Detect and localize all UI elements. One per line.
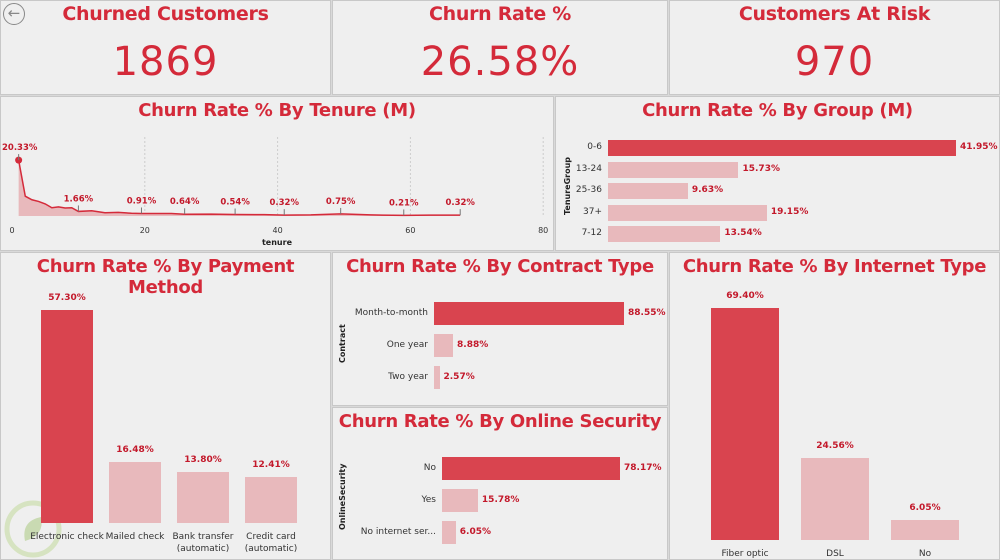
x-tick-label: 40	[273, 226, 283, 235]
category-label: Month-to-month	[354, 307, 428, 318]
category-label: No	[423, 462, 436, 473]
bar[interactable]	[434, 366, 440, 389]
bar[interactable]	[442, 457, 620, 480]
chart-title: Churn Rate % By Online Security	[338, 411, 662, 432]
category-label: Bank transfer (automatic)	[172, 532, 234, 554]
kpi-title: Churned Customers	[62, 3, 269, 25]
data-label: 78.17%	[624, 462, 662, 473]
data-label: 0.64%	[170, 197, 200, 207]
data-label: 1.66%	[64, 194, 94, 204]
data-label: 0.32%	[445, 198, 475, 208]
data-label: 57.30%	[48, 293, 86, 303]
data-label: 24.56%	[816, 440, 854, 451]
data-label: 0.21%	[389, 198, 419, 208]
x-tick-label: 60	[405, 226, 415, 235]
bar[interactable]	[434, 334, 454, 357]
x-axis-label: tenure	[262, 238, 293, 247]
x-tick-label: 20	[140, 226, 150, 235]
kpi-value: 970	[794, 39, 875, 85]
payment-chart-panel: Churn Rate % By Payment Method 57.30% Ele…	[0, 252, 331, 560]
category-label: One year	[386, 339, 428, 350]
contract-chart-panel: Churn Rate % By Contract Type Contract M…	[332, 252, 668, 406]
data-label: 16.48%	[116, 444, 154, 455]
data-label: 12.41%	[252, 459, 290, 470]
data-label: 13.54%	[724, 228, 762, 238]
tenure-area-chart: 0 20 40 60 80 tenure 20.33% 1.66% 0.91% 0.64% 0.54…	[2, 137, 548, 247]
bar[interactable]	[177, 471, 229, 523]
data-label: 15.73%	[742, 163, 780, 174]
bar[interactable]	[608, 204, 767, 221]
category-label: 25-36	[575, 185, 602, 195]
kpi-churned-customers: Churned Customers 1869 ←	[0, 0, 331, 95]
category-label: 0-6	[587, 142, 602, 152]
bar[interactable]	[434, 302, 624, 325]
bar[interactable]	[891, 519, 959, 540]
bar[interactable]	[608, 140, 956, 156]
security-chart-panel: Churn Rate % By Online Security OnlineSe…	[332, 407, 668, 560]
data-label: 69.40%	[726, 291, 764, 301]
bar[interactable]	[109, 461, 161, 523]
bar[interactable]	[442, 521, 456, 544]
data-label: 15.78%	[481, 494, 520, 505]
data-label: 41.95%	[960, 142, 998, 152]
area-fill	[18, 160, 461, 216]
kpi-value: 1869	[112, 39, 219, 85]
chart-title: Churn Rate % By Group (M)	[642, 100, 913, 121]
bar[interactable]	[245, 476, 297, 523]
category-label: Fiber optic	[721, 549, 769, 559]
data-label: 6.05%	[459, 526, 491, 537]
data-label: 6.05%	[909, 502, 941, 513]
tenure-chart-panel: Churn Rate % By Tenure (M) 0 20 40 60 80 tenu…	[0, 96, 554, 251]
data-label: 0.75%	[326, 197, 356, 207]
category-label: 37+	[583, 206, 602, 217]
group-chart-panel: Churn Rate % By Group (M) TenureGroup 0-…	[555, 96, 1000, 251]
data-label: 13.80%	[184, 454, 222, 465]
kpi-title: Customers At Risk	[738, 3, 931, 25]
kpi-churn-rate: Churn Rate % 26.58%	[332, 0, 668, 95]
bar[interactable]	[711, 308, 779, 540]
chart-title: Churn Rate % By Contract Type	[346, 256, 654, 277]
back-arrow-icon[interactable]: ←	[3, 3, 25, 25]
category-label: Yes	[421, 494, 436, 505]
kpi-value: 26.58%	[420, 39, 580, 85]
data-label: 0.54%	[220, 198, 250, 208]
bar[interactable]	[608, 226, 721, 242]
data-label: 19.15%	[770, 206, 809, 217]
kpi-title: Churn Rate %	[429, 3, 571, 25]
bar[interactable]	[442, 489, 478, 512]
kpi-customers-at-risk: Customers At Risk 970	[669, 0, 1000, 95]
data-label: 8.88%	[457, 339, 489, 350]
chart-title: Churn Rate % By Tenure (M)	[138, 100, 416, 121]
category-label: 13-24	[575, 163, 602, 174]
bar[interactable]	[608, 161, 739, 178]
x-tick-label: 80	[538, 226, 548, 235]
data-label: 0.32%	[269, 198, 299, 208]
category-label: Electronic check	[30, 532, 104, 542]
category-label: Two year	[388, 371, 428, 382]
watermark-logo	[4, 500, 62, 558]
category-label: Credit card (automatic)	[244, 532, 298, 554]
bar[interactable]	[41, 310, 93, 523]
chart-title: Churn Rate % By Payment Method	[36, 256, 295, 298]
x-tick-label: 0	[9, 226, 14, 235]
category-label: DSL	[826, 549, 844, 559]
series-line	[17, 159, 461, 217]
data-label: 0.91%	[127, 196, 157, 206]
bar[interactable]	[801, 457, 869, 540]
category-label: No	[918, 549, 932, 559]
data-label: 9.63%	[691, 185, 724, 195]
chart-title: Churn Rate % By Internet Type	[682, 256, 987, 277]
data-label: 88.55%	[628, 307, 666, 318]
internet-chart-panel: Churn Rate % By Internet Type 69.40% Fibe…	[669, 252, 1000, 560]
category-label: No internet ser...	[360, 526, 436, 537]
data-label: 2.57%	[443, 371, 475, 382]
bar[interactable]	[608, 183, 688, 199]
data-label: 20.33%	[2, 143, 38, 153]
category-label: 7-12	[581, 228, 602, 238]
category-label: Mailed check	[105, 532, 165, 542]
